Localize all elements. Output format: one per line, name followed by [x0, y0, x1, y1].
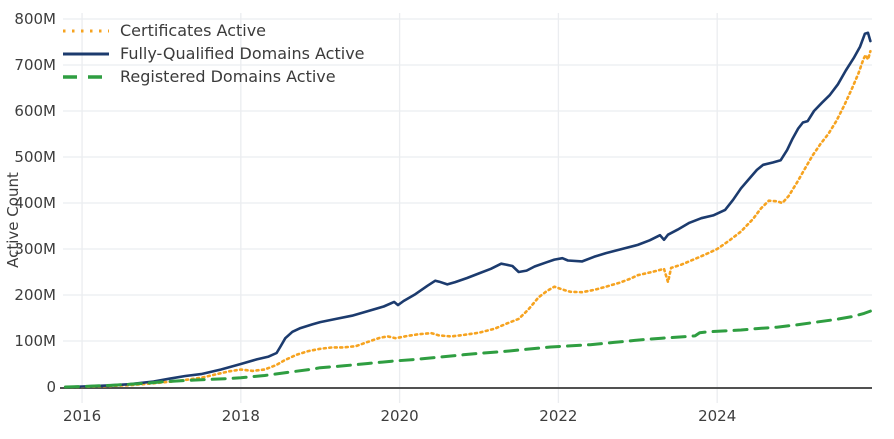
legend-label: Registered Domains Active	[120, 67, 336, 86]
y-axis-tick-label: 800M	[14, 10, 56, 28]
legend-item-registered-domains-active[interactable]: Registered Domains Active	[62, 66, 365, 88]
certificates-line-swatch-icon	[63, 29, 109, 33]
y-axis-tick-label: 400M	[14, 194, 56, 212]
registered-domains-active-series-line	[63, 309, 872, 389]
fully-qualified-domains-active-series-line	[64, 31, 872, 389]
y-axis-title: Active Count	[4, 172, 22, 268]
y-axis-tick-label: 700M	[14, 56, 56, 74]
fqdn-line-swatch-icon	[63, 52, 109, 56]
x-axis-tick-label: 2018	[222, 407, 260, 425]
chart-legend: Certificates Active Fully-Qualified Doma…	[62, 20, 365, 88]
x-axis-tick-label: 2016	[63, 407, 101, 425]
y-axis-tick-label: 0	[46, 378, 56, 396]
certificates-active-series-line	[64, 49, 872, 389]
legend-item-fully-qualified-domains-active[interactable]: Fully-Qualified Domains Active	[62, 43, 365, 65]
registered-line-swatch-icon	[63, 75, 109, 79]
y-axis-tick-label: 200M	[14, 286, 56, 304]
x-axis-tick-label: 2024	[698, 407, 736, 425]
legend-item-certificates-active[interactable]: Certificates Active	[62, 20, 365, 42]
y-axis-tick-label: 300M	[14, 240, 56, 258]
y-axis-tick-label: 600M	[14, 102, 56, 120]
y-axis-tick-label: 100M	[14, 332, 56, 350]
x-axis-tick-label: 2020	[381, 407, 419, 425]
y-axis-tick-label: 500M	[14, 148, 56, 166]
legend-label: Certificates Active	[120, 21, 267, 40]
x-axis-tick-label: 2022	[539, 407, 577, 425]
legend-label: Fully-Qualified Domains Active	[120, 44, 365, 63]
